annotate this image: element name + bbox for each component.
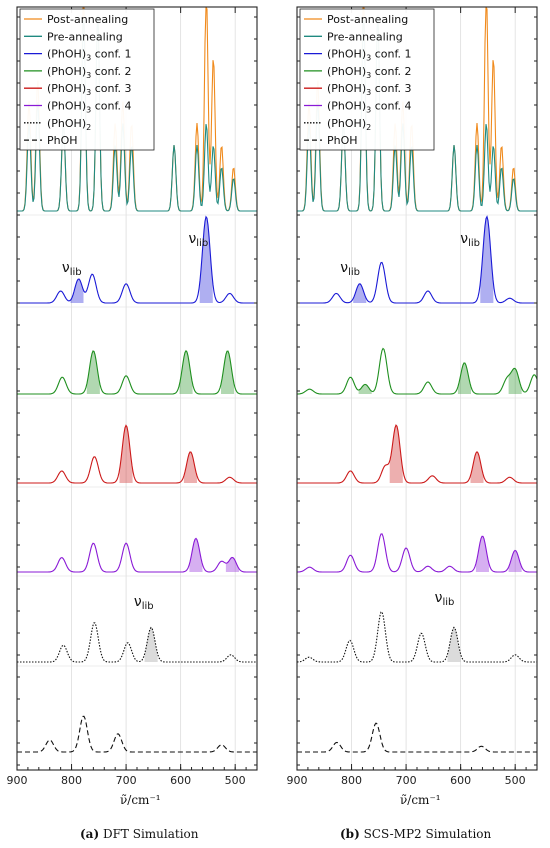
panel-b-xlabel: ν̃/cm⁻¹: [400, 793, 441, 807]
series-line-6: [17, 715, 257, 753]
nu-lib-annotation: νlib: [340, 260, 360, 278]
nu-lib-fill: [179, 351, 193, 394]
series-line-2: [297, 347, 538, 395]
nu-lib-fill: [389, 425, 403, 483]
series-line-4: [297, 533, 537, 573]
x-tick-label-900: 900: [287, 774, 308, 787]
nu-lib-fill: [508, 550, 522, 572]
caption-a-tag: (a): [80, 827, 99, 841]
experimental-line-pre-annealing: [297, 15, 537, 212]
legend-label: (PhOH)3 conf. 4: [47, 100, 132, 115]
nu-lib-fill: [199, 217, 213, 303]
caption-b-tag: (b): [340, 827, 360, 841]
nu-lib-fill: [189, 538, 203, 572]
experimental-line-pre-annealing: [17, 15, 257, 212]
legend-label: (PhOH)2: [327, 117, 371, 132]
series-line-1: [17, 215, 257, 304]
legend-label: Pre-annealing: [47, 30, 123, 43]
series-line-6: [297, 722, 537, 753]
x-tick-label-600: 600: [170, 774, 191, 787]
legend-label: (PhOH)3 conf. 3: [47, 82, 132, 97]
series-line-5: [296, 611, 537, 663]
legend-label: (PhOH)3 conf. 3: [327, 82, 412, 97]
x-tick-label-500: 500: [505, 774, 526, 787]
nu-lib-fill: [221, 351, 235, 394]
x-tick-label-800: 800: [341, 774, 362, 787]
series-line-3: [17, 424, 257, 484]
legend: Post-annealing Pre-annealing (PhOH)3 conf.…: [19, 8, 155, 151]
nu-lib-annotation: νlib: [460, 231, 480, 249]
nu-lib-fill: [70, 279, 84, 303]
x-tick-label-600: 600: [450, 774, 471, 787]
legend-label: Post-annealing: [47, 13, 128, 26]
panel-a-xlabel: ν̃/cm⁻¹: [120, 793, 161, 807]
nu-lib-fill: [86, 351, 100, 394]
x-tick-label-800: 800: [61, 774, 82, 787]
series-line-5: [17, 622, 257, 663]
legend-label: PhOH: [327, 134, 358, 147]
legend-label: PhOH: [47, 134, 78, 147]
legend-label: (PhOH)3 conf. 4: [327, 100, 412, 115]
legend-label: (PhOH)3 conf. 2: [327, 65, 412, 80]
nu-lib-fill: [475, 536, 489, 572]
nu-lib-fill: [144, 627, 158, 662]
legend-label: (PhOH)3 conf. 2: [47, 65, 132, 80]
series-line-4: [17, 537, 257, 573]
x-tick-label-500: 500: [225, 774, 246, 787]
panel-b-scs-mp2: νlib νlib νlib 900 800 700 600 500 Post-annealin…: [287, 6, 538, 787]
nu-lib-fill: [353, 283, 367, 303]
series-line-1: [297, 215, 537, 304]
legend-label: (PhOH)2: [47, 117, 91, 132]
legend: Post-annealing Pre-annealing (PhOH)3 conf.…: [299, 8, 435, 151]
nu-lib-fill: [447, 627, 461, 662]
x-tick-label-900: 900: [7, 774, 28, 787]
nu-lib-annotation: νlib: [188, 231, 208, 249]
nu-lib-annotation: νlib: [134, 594, 154, 612]
legend-box: [19, 8, 155, 151]
legend-box: [299, 8, 435, 151]
x-tick-label-700: 700: [396, 774, 417, 787]
nu-lib-fill: [470, 452, 484, 483]
nu-lib-fill: [480, 217, 494, 303]
nu-lib-fill: [508, 368, 522, 394]
nu-lib-fill: [358, 384, 372, 394]
legend-label: Pre-annealing: [327, 30, 403, 43]
nu-lib-fill: [183, 452, 197, 483]
nu-lib-fill: [119, 425, 133, 483]
caption-a: (a) DFT Simulation: [80, 827, 199, 841]
legend-label: (PhOH)3 conf. 1: [327, 48, 412, 63]
nu-lib-fill: [457, 363, 471, 394]
x-tick-label-700: 700: [116, 774, 137, 787]
series-line-2: [17, 349, 257, 395]
series-line-3: [297, 424, 537, 484]
caption-b-text: SCS-MP2 Simulation: [360, 827, 492, 841]
caption-a-text: DFT Simulation: [99, 827, 199, 841]
caption-b: (b) SCS-MP2 Simulation: [340, 827, 492, 841]
nu-lib-annotation: νlib: [435, 590, 455, 608]
panel-a-dft: νlib νlib νlib 900 800 700 600 500 Post-annealin…: [7, 6, 258, 787]
nu-lib-annotation: νlib: [62, 260, 82, 278]
legend-label: Post-annealing: [327, 13, 408, 26]
legend-label: (PhOH)3 conf. 1: [47, 48, 132, 63]
